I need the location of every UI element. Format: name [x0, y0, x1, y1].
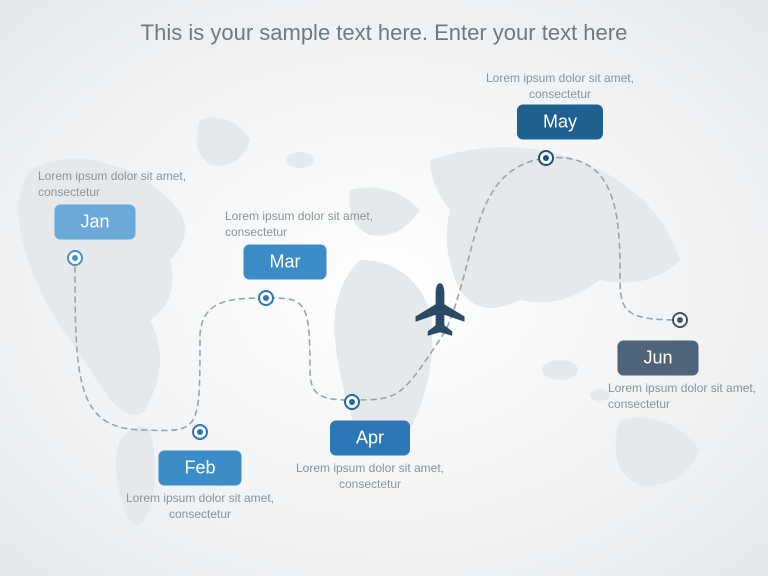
timeline-dot-mar [258, 290, 274, 306]
month-desc-mar: Lorem ipsum dolor sit amet, consectetur [225, 208, 375, 240]
timeline-infographic: This is your sample text here. Enter you… [0, 0, 768, 576]
timeline-dot-apr [344, 394, 360, 410]
month-pill-jan: Jan [54, 205, 135, 240]
month-desc-feb: Lorem ipsum dolor sit amet, consectetur [125, 490, 275, 522]
month-pill-feb: Feb [158, 451, 241, 486]
month-desc-jun: Lorem ipsum dolor sit amet, consectetur [608, 380, 758, 412]
month-pill-may: May [517, 105, 603, 140]
airplane-icon [412, 282, 468, 343]
month-pill-mar: Mar [244, 245, 327, 280]
timeline-nodes: Jan Lorem ipsum dolor sit amet, consectet… [0, 0, 768, 576]
timeline-dot-may [538, 150, 554, 166]
timeline-dot-jan [67, 250, 83, 266]
month-pill-jun: Jun [617, 341, 698, 376]
timeline-dot-jun [672, 312, 688, 328]
month-pill-apr: Apr [330, 421, 410, 456]
timeline-dot-feb [192, 424, 208, 440]
month-desc-apr: Lorem ipsum dolor sit amet, consectetur [295, 460, 445, 492]
month-desc-may: Lorem ipsum dolor sit amet, consectetur [485, 70, 635, 102]
month-desc-jan: Lorem ipsum dolor sit amet, consectetur [38, 168, 188, 200]
